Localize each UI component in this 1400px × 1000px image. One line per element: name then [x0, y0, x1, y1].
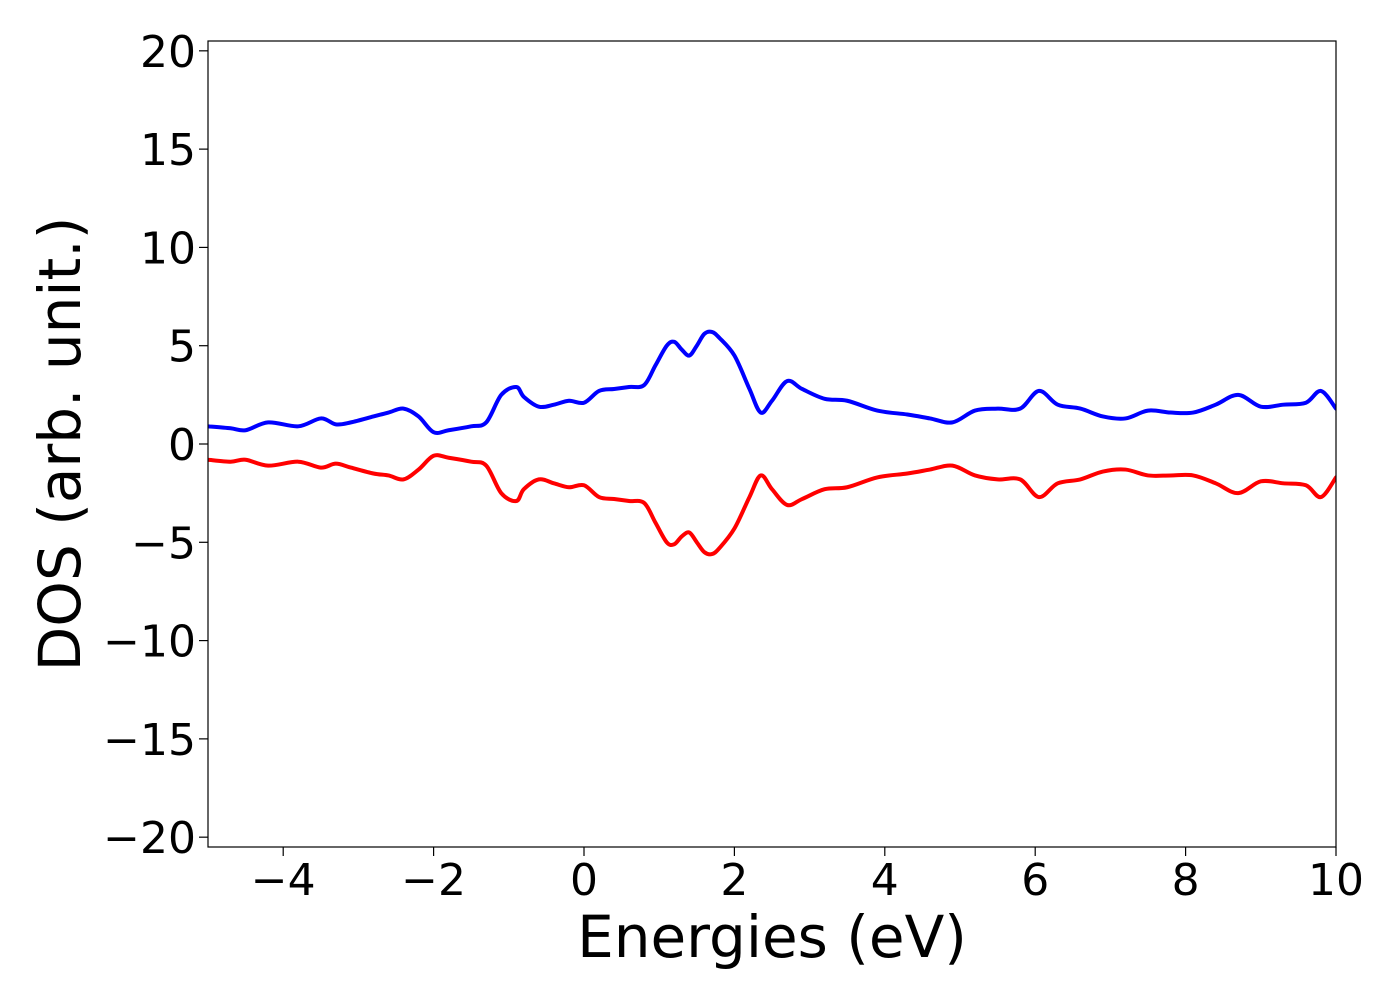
x-tick-label: 10	[1308, 855, 1364, 906]
y-tick-label: −5	[131, 518, 196, 569]
y-axis-label: DOS (arb. unit.)	[26, 217, 94, 672]
series-line-blue	[208, 329, 1336, 435]
y-tick-label: 15	[140, 125, 196, 176]
y-axis-ticks: −20 −15 −10 −5 0 5 10 15 20	[103, 27, 208, 864]
x-tick-label: 2	[720, 855, 748, 906]
x-axis-ticks: −4 −2 0 2 4 6 8 10	[251, 847, 1364, 906]
x-tick-label: 0	[570, 855, 598, 906]
x-axis-label: Energies (eV)	[577, 903, 967, 971]
x-tick-label: 4	[871, 855, 899, 906]
x-tick-label: 8	[1172, 855, 1200, 906]
y-tick-label: −10	[103, 617, 196, 668]
x-tick-label: 6	[1021, 855, 1049, 906]
y-tick-label: 0	[168, 420, 196, 471]
series-layer	[208, 329, 1336, 557]
x-tick-label: −2	[401, 855, 466, 906]
y-tick-label: 5	[168, 322, 196, 373]
plot-frame	[207, 40, 1337, 848]
y-tick-label: −20	[103, 813, 196, 864]
y-tick-label: −15	[103, 715, 196, 766]
y-tick-label: 10	[140, 223, 196, 274]
y-tick-label: 20	[140, 27, 196, 78]
series-line-red	[208, 453, 1336, 557]
x-tick-label: −4	[251, 855, 316, 906]
